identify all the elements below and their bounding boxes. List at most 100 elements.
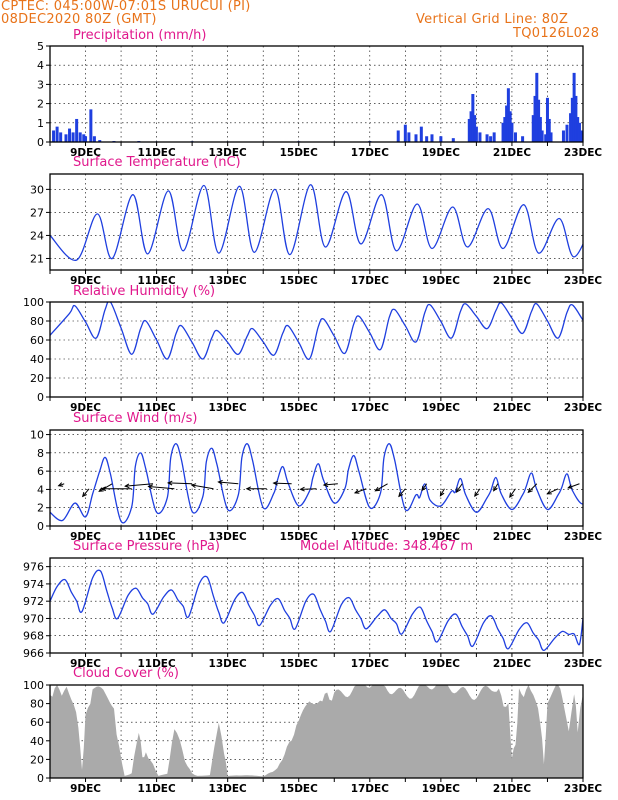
precip-bar	[579, 130, 583, 142]
precip-bar	[549, 132, 553, 142]
cloud-xtick-label: 19DEC	[422, 783, 461, 795]
precip-bar	[503, 117, 507, 142]
cloud-area	[50, 685, 583, 778]
temp-xtick-label: 21DEC	[493, 275, 532, 287]
humidity-title: Relative Humidity (%)	[73, 284, 216, 299]
precip-xtick-label: 9DEC	[70, 147, 101, 159]
wind-arrow-head	[147, 484, 153, 490]
precip-bar	[538, 117, 542, 142]
temp-frame	[49, 173, 584, 271]
humidity-xtick-label: 23DEC	[564, 402, 603, 414]
precip-xtick-label: 15DEC	[280, 147, 319, 159]
wind-xtick-label: 13DEC	[209, 531, 248, 543]
temp-title: Surface Temperature (nC)	[73, 155, 241, 170]
precip-bar	[485, 134, 489, 142]
humidity-xtick-label: 11DEC	[137, 402, 176, 414]
cloud-xtick-label: 11DEC	[137, 783, 176, 795]
precip-bar	[89, 109, 93, 142]
precip-bar	[533, 95, 537, 142]
wind-arrow	[547, 488, 559, 495]
wind-arrow	[125, 483, 154, 487]
precip-bar	[508, 111, 512, 142]
cloud-xtick-label: 9DEC	[70, 783, 101, 795]
wind-arrow	[439, 488, 445, 496]
wind-ytick-label: 4	[37, 483, 44, 496]
cloud-ytick-label: 60	[30, 716, 44, 729]
pressure-xtick-label: 15DEC	[280, 658, 319, 670]
humidity-ytick-label: 80	[30, 315, 44, 328]
precip-bar	[469, 111, 473, 142]
precip-ytick-label: 1	[37, 117, 44, 130]
wind-ytick-label: 10	[30, 429, 44, 442]
humidity-ytick-label: 20	[30, 372, 44, 385]
wind-arrow	[218, 481, 239, 485]
cloud-xtick-label: 23DEC	[564, 783, 603, 795]
header-grid-line: Vertical Grid Line: 80Z	[416, 12, 569, 27]
wind-arrow-head	[245, 486, 252, 492]
wind-arrow	[474, 488, 481, 497]
header-date: 08DEC2020 80Z (GMT)	[1, 12, 157, 27]
pressure-xtick-label: 23DEC	[564, 658, 603, 670]
precip-bar	[510, 122, 514, 142]
wind-arrow-head	[527, 487, 533, 494]
cloud-ytick-label: 40	[30, 735, 44, 748]
wind-arrow	[567, 483, 580, 489]
precip-bar	[430, 134, 434, 142]
precip-bar	[64, 134, 68, 142]
wind-arrow-head	[493, 486, 498, 492]
pressure-ytick-label: 970	[23, 612, 44, 625]
temp-ytick-label: 27	[30, 206, 44, 219]
pressure-frame	[49, 557, 584, 654]
precip-bar	[505, 105, 509, 142]
precip-ytick-label: 2	[37, 98, 44, 111]
humidity-ytick-label: 60	[30, 334, 44, 347]
precip-title: Precipitation (mm/h)	[73, 28, 207, 43]
precip-bar	[98, 140, 102, 142]
precip-bar	[577, 122, 581, 142]
wind-ytick-label: 6	[37, 465, 44, 478]
wind-xtick-label: 17DEC	[351, 531, 390, 543]
wind-arrow	[354, 488, 367, 494]
pressure-ytick-label: 972	[23, 595, 44, 608]
humidity-xtick-label: 19DEC	[422, 402, 461, 414]
precip-xtick-label: 17DEC	[351, 147, 390, 159]
temp-ytick-label: 21	[30, 252, 44, 265]
precip-bar	[467, 118, 471, 142]
precip-bar	[501, 122, 505, 142]
wind-arrow	[300, 488, 317, 490]
wind-arrow-head	[546, 490, 552, 495]
precip-bar	[68, 128, 72, 142]
pressure-xtick-label: 13DEC	[209, 658, 248, 670]
wind-arrow-head	[567, 484, 573, 489]
precip-bar	[572, 72, 576, 142]
precip-bar	[425, 136, 429, 142]
precip-bar	[492, 132, 496, 142]
cloud-title: Cloud Cover (%)	[73, 666, 179, 681]
wind-arrow	[98, 483, 113, 492]
cloud-ytick-label: 80	[30, 698, 44, 711]
precip-bar	[439, 136, 443, 142]
wind-arrow-head	[374, 486, 380, 492]
precip-bar	[407, 132, 411, 142]
temp-xtick-label: 23DEC	[564, 275, 603, 287]
precip-bar	[531, 115, 535, 142]
pressure-xtick-label: 11DEC	[137, 658, 176, 670]
humidity-xtick-label: 17DEC	[351, 402, 390, 414]
humidity-ytick-label: 0	[37, 391, 44, 404]
humidity-xtick-label: 15DEC	[280, 402, 319, 414]
wind-arrow	[273, 482, 292, 485]
wind-arrow-head	[421, 485, 427, 492]
wind-frame	[49, 429, 584, 527]
precip-bar	[506, 88, 510, 142]
wind-arrow	[191, 484, 214, 490]
precip-bar	[569, 113, 573, 142]
precip-bar	[537, 99, 541, 142]
precip-bar	[55, 126, 59, 142]
wind-arrow-head	[353, 489, 360, 494]
precip-bar	[574, 95, 578, 142]
wind-arrow-head	[166, 480, 173, 486]
wind-arrow	[493, 483, 499, 491]
precip-bar	[396, 130, 400, 142]
cloud-frame	[49, 684, 584, 779]
precip-bar	[561, 130, 565, 142]
